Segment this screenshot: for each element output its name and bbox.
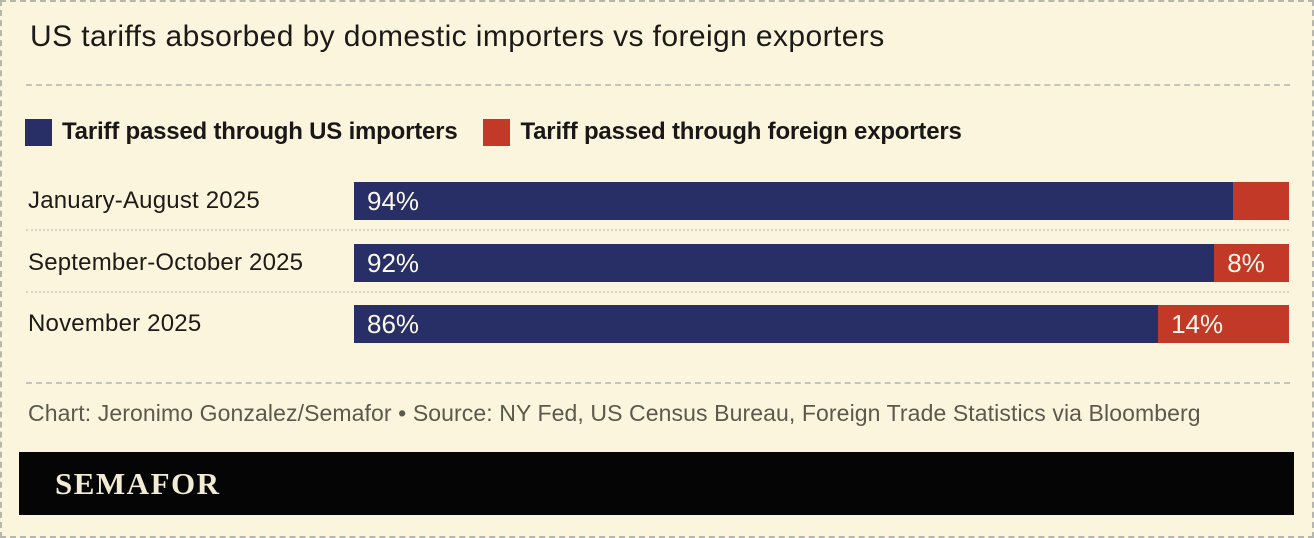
importer-bar-value: 94% (367, 185, 420, 216)
chart-caption: Chart: Jeronimo Gonzalez/Semafor • Sourc… (28, 400, 1201, 426)
importer-bar-value: 86% (367, 308, 420, 339)
legend: Tariff passed through US importers Tarif… (25, 118, 962, 146)
category-label: January-August 2025 (28, 187, 260, 214)
footer-bar: SEMAFOR (19, 452, 1294, 515)
bar-row: November 2025 86% 14% (28, 305, 1289, 343)
bar-row: September-October 2025 92% 8% (28, 244, 1289, 282)
importer-bar-value: 92% (367, 247, 420, 278)
bar-track: 92% 8% (354, 244, 1289, 282)
row-separator (26, 291, 1289, 293)
category-label: September-October 2025 (28, 249, 304, 276)
exporter-bar-segment: 8% (1214, 244, 1289, 282)
bar-track: 86% 14% (354, 305, 1289, 343)
bar-track: 94% (354, 182, 1289, 220)
legend-item-exporters: Tariff passed through foreign exporters (483, 118, 962, 146)
row-separator (26, 229, 1289, 231)
chart-title: US tariffs absorbed by domestic importer… (30, 20, 885, 53)
exporter-bar-segment: 14% (1158, 305, 1289, 343)
exporter-bar-value: 14% (1171, 308, 1224, 339)
bar-row: January-August 2025 94% (28, 182, 1289, 220)
importer-bar-segment: 94% (354, 182, 1233, 220)
title-divider (26, 84, 1290, 86)
legend-item-importers: Tariff passed through US importers (25, 118, 458, 146)
legend-swatch-exporters (483, 118, 511, 146)
caption-divider (26, 382, 1290, 384)
importer-bar-segment: 92% (354, 244, 1215, 282)
exporter-bar-segment (1232, 182, 1289, 220)
semafor-logo: SEMAFOR (55, 465, 221, 501)
legend-label-exporters: Tariff passed through foreign exporters (520, 118, 962, 145)
category-label: November 2025 (28, 310, 202, 337)
exporter-bar-value: 8% (1227, 247, 1265, 278)
legend-label-importers: Tariff passed through US importers (62, 118, 458, 145)
importer-bar-segment: 86% (354, 305, 1159, 343)
legend-swatch-importers (25, 118, 52, 146)
